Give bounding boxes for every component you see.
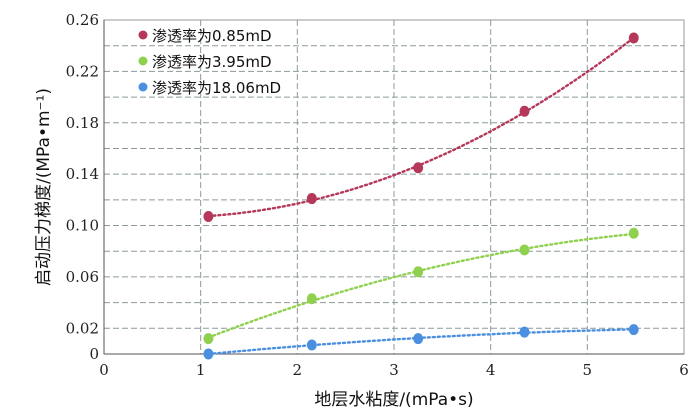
x-tick-label: 5 [583,361,593,379]
data-point [628,32,639,44]
x-tick-label: 2 [293,361,303,379]
legend-marker [138,82,148,92]
x-tick-label: 1 [196,361,206,379]
series [203,324,639,360]
data-point [519,244,530,256]
data-point [628,227,639,239]
y-tick-label: 0.10 [66,217,99,235]
legend-item: 渗透率为0.85mD [138,27,272,45]
y-axis-title: 启动压力梯度/(MPa•m⁻¹) [34,88,54,286]
y-tick-label: 0.14 [66,165,99,183]
y-tick-label: 0.22 [66,62,99,80]
x-tick-label: 3 [389,361,399,379]
data-point [519,105,530,117]
data-point [628,324,639,336]
x-tick-label: 6 [679,361,689,379]
legend-label: 渗透率为0.85mD [152,27,272,45]
x-tick-label: 4 [486,361,496,379]
y-tick-label: 0.26 [66,11,99,29]
legend: 渗透率为0.85mD 渗透率为3.95mD 渗透率为18.06mD [138,27,281,97]
data-point [203,333,214,345]
data-point [413,266,424,278]
data-point [413,333,424,345]
legend-item: 渗透率为18.06mD [138,79,281,97]
y-tick-label: 0 [89,345,99,363]
series-group [203,32,639,360]
y-tick-labels: 0 0.02 0.06 0.10 0.14 0.18 0.22 0.26 [66,11,99,363]
y-tick-label: 0.02 [66,319,99,337]
data-point [306,293,317,305]
data-point [203,211,214,223]
legend-label: 渗透率为18.06mD [152,79,281,97]
trendline [207,328,635,356]
data-point [306,193,317,205]
data-point [203,348,214,360]
x-tick-label: 0 [99,361,109,379]
data-point [413,162,424,174]
y-tick-label: 0.06 [66,268,99,286]
series [203,227,639,345]
axes [103,20,684,355]
data-point [519,326,530,338]
legend-label: 渗透率为3.95mD [152,53,272,71]
x-axis-title: 地层水粘度/(mPa•s) [314,390,473,410]
x-tick-labels: 0 1 2 3 4 5 6 [99,361,689,379]
trendline [207,232,635,339]
data-point [306,339,317,351]
series [203,32,639,223]
legend-item: 渗透率为3.95mD [138,53,272,71]
y-tick-label: 0.18 [66,114,99,132]
legend-marker [138,56,148,66]
legend-marker [138,30,148,40]
